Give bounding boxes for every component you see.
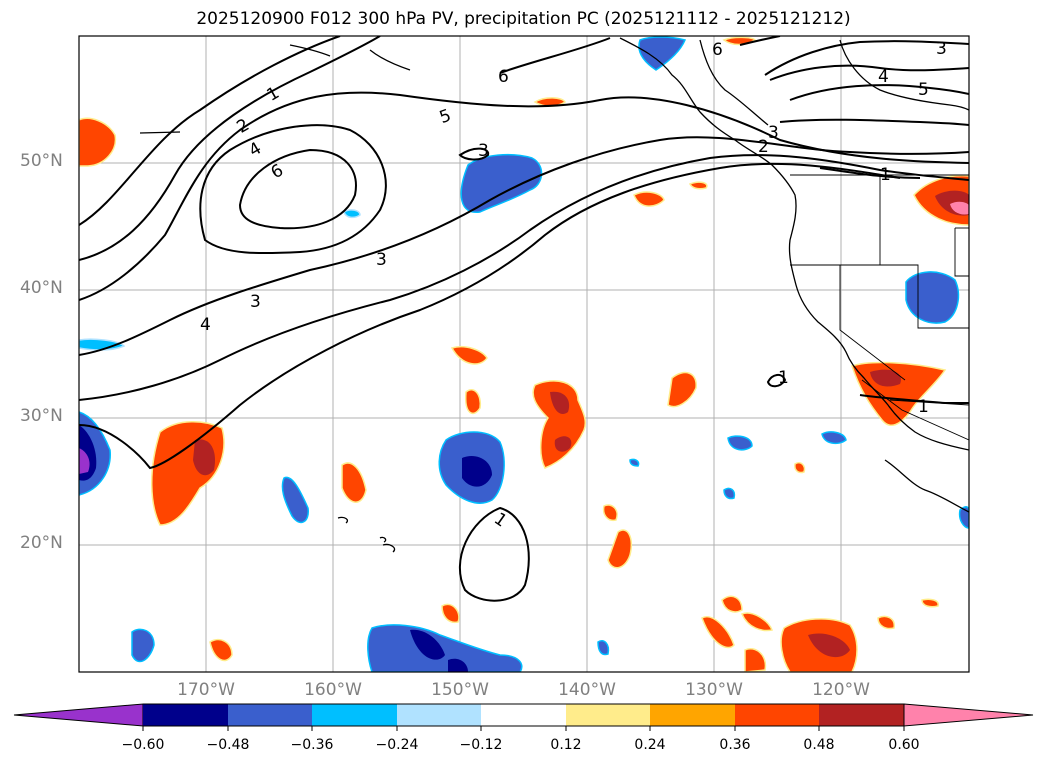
colorbar-tick-label: −0.36 <box>290 737 334 753</box>
lat-label: 20°N <box>20 533 63 553</box>
precip-blob-small-s <box>794 461 806 474</box>
lat-label: 30°N <box>20 406 63 426</box>
precip-blob-neg-nevada <box>905 271 960 324</box>
precip-blob-neg-small-h <box>629 458 640 467</box>
colorbar-bin <box>143 704 228 726</box>
contour-label: 3 <box>478 141 489 161</box>
precip-blob-rockies <box>913 174 969 226</box>
colorbar-bin <box>650 704 735 726</box>
precip-blob-central-pacific <box>532 380 587 469</box>
colorbar-tick-label: 0.48 <box>803 737 835 753</box>
contour-label: 1 <box>880 165 891 185</box>
precip-blob-small-h <box>688 181 708 190</box>
precip-blob-small-k <box>441 603 460 624</box>
colorbar-tick-label: −0.12 <box>459 737 503 753</box>
precip-blob-dateline <box>151 421 225 526</box>
contour-label: 4 <box>200 315 211 335</box>
colorbar <box>13 703 1034 731</box>
precip-blob-small-n <box>701 615 735 649</box>
contour-label: 2 <box>758 137 769 157</box>
precip-blob-neg-small-c <box>131 628 155 663</box>
contour-label: 3 <box>768 123 779 143</box>
precip-blob-small-p <box>744 648 767 672</box>
colorbar-bin <box>819 704 904 726</box>
coastlines <box>139 37 969 553</box>
precip-blob-small-d <box>667 371 697 408</box>
precip-blob-neg-central <box>438 431 505 504</box>
precip-blob-small-g <box>633 191 665 207</box>
lat-label: 50°N <box>20 151 63 171</box>
contour-label: 3 <box>936 39 947 59</box>
plot-title: 2025120900 F012 300 hPa PV, precipitatio… <box>196 9 851 29</box>
colorbar-extend-high <box>903 703 1034 727</box>
lon-label: 120°W <box>812 680 870 700</box>
precip-blob-small-a <box>450 346 488 365</box>
contour-label: 1 <box>778 368 789 388</box>
contour-label: 6 <box>498 67 509 87</box>
contour-label: 3 <box>250 292 261 312</box>
map-area: 1 2 4 6 5 3 6 6 3 4 5 3 2 1 3 3 4 1 1 1 <box>79 36 969 672</box>
colorbar-tick-label: −0.24 <box>375 737 419 753</box>
lon-label: 150°W <box>431 680 489 700</box>
precip-blob-neg-alaska <box>638 36 687 71</box>
precip-blob-neg-small-g <box>597 640 610 656</box>
precip-blob-small-m <box>721 595 743 613</box>
precip-blob-west-edge <box>79 411 111 496</box>
colorbar-bin <box>481 704 566 726</box>
colorbar-bin <box>735 704 819 726</box>
contour-label: 1 <box>918 397 929 417</box>
precip-blob-small-l <box>209 638 233 662</box>
colorbar-tick-label: 0.60 <box>888 737 920 753</box>
colorbar-tick-label: −0.60 <box>121 737 165 753</box>
colorbar-bin <box>228 704 312 726</box>
precip-positive-anomalies <box>79 36 969 672</box>
precip-negative-anomalies <box>79 36 969 672</box>
contour-label: 4 <box>878 67 889 87</box>
colorbar-tick-label: −0.48 <box>206 737 250 753</box>
precip-blob-small-e <box>607 529 632 569</box>
contour-label: 6 <box>712 40 723 60</box>
lon-label: 160°W <box>304 680 362 700</box>
colorbar-bin <box>312 704 397 726</box>
precip-blob-neg-small-d <box>727 435 753 451</box>
colorbar-tick-label: 0.36 <box>719 737 751 753</box>
precip-blob-neg-small-f <box>723 487 736 500</box>
precip-blob-neg-south <box>367 624 523 672</box>
colorbar-bin <box>397 704 481 726</box>
contour-label: 3 <box>376 250 387 270</box>
map-frame <box>78 35 970 673</box>
contour-label: 5 <box>918 80 929 100</box>
colorbar-extend-low <box>13 703 144 727</box>
lon-label: 170°W <box>177 680 235 700</box>
pv-contours <box>79 36 969 602</box>
precip-blob-neg-small-j <box>958 506 969 529</box>
precip-blob-southeast <box>780 618 858 672</box>
precip-blob-small-b <box>465 388 482 415</box>
precip-blob-small-c <box>341 462 367 503</box>
precip-blob-small-r <box>921 598 939 608</box>
precip-blob-california <box>851 361 947 427</box>
lon-label: 140°W <box>558 680 616 700</box>
colorbar-tick-label: 0.24 <box>634 737 666 753</box>
precip-blob-small-o <box>741 612 774 632</box>
precip-blob-small-q <box>877 615 895 630</box>
precip-blob-neg-gulf <box>460 153 543 213</box>
precip-blob-neg-small-b <box>281 476 309 524</box>
colorbar-bin <box>566 704 650 726</box>
lat-label: 40°N <box>20 278 63 298</box>
precip-blob-gulf-of-alaska-west <box>79 117 117 167</box>
precip-blob-neg-small-i <box>343 209 361 219</box>
precip-blob-neg-small-e <box>821 431 847 445</box>
precip-blob-small-f <box>602 504 618 522</box>
lon-label: 130°W <box>685 680 743 700</box>
precip-blob-neg-small-a <box>79 338 126 351</box>
colorbar-tick-label: 0.12 <box>550 737 582 753</box>
